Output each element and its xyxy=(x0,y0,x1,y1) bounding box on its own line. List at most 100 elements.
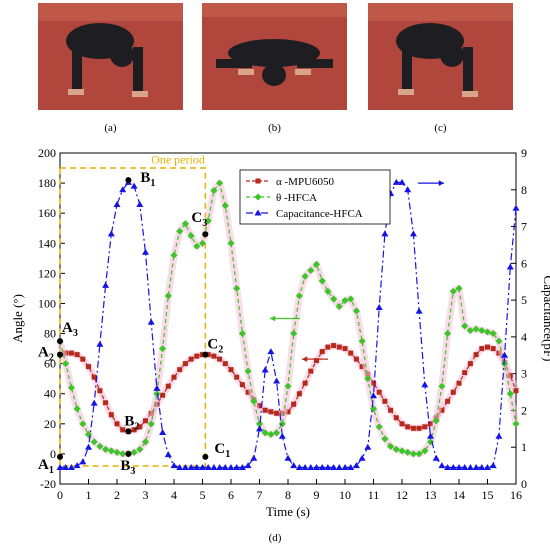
alpha-point xyxy=(182,361,188,367)
x-axis-label: Time (s) xyxy=(266,504,310,519)
alpha-point xyxy=(262,407,268,413)
capacitance-point xyxy=(489,462,497,469)
theta-point xyxy=(347,295,355,303)
theta-point xyxy=(113,448,121,456)
theta-point xyxy=(227,239,235,247)
x-tick-label: 7 xyxy=(257,488,263,502)
theta-point xyxy=(238,330,246,338)
y-right-tick-label: 7 xyxy=(521,220,527,234)
x-tick-label: 16 xyxy=(510,488,522,502)
capacitance-point xyxy=(102,281,110,288)
alpha-point xyxy=(120,427,126,433)
capacitance-point xyxy=(56,463,64,470)
capacitance-point xyxy=(67,463,75,470)
theta-point xyxy=(432,417,440,425)
capacitance-point xyxy=(256,425,263,432)
y-right-tick-label: 6 xyxy=(521,256,527,270)
theta-point xyxy=(324,287,332,295)
capacitance-point xyxy=(170,462,178,469)
y-left-tick-label: 120 xyxy=(38,266,56,280)
y-left-tick-label: 80 xyxy=(44,327,56,341)
y-left-tick-label: 40 xyxy=(44,387,56,401)
photo-panel-b xyxy=(202,3,347,110)
capacitance-point xyxy=(370,392,377,399)
legend-label: θ -HFCA xyxy=(276,192,317,204)
capacitance-point xyxy=(210,463,218,470)
legend-marker xyxy=(254,209,262,216)
theta-point xyxy=(79,420,87,428)
alpha-point xyxy=(160,392,166,398)
theta-point xyxy=(221,202,229,210)
alpha-point xyxy=(331,343,337,349)
theta-point xyxy=(216,179,224,187)
alpha-point xyxy=(211,353,217,359)
capacitance-point xyxy=(404,186,412,193)
point-a1-dot xyxy=(57,453,63,460)
capacitance-point xyxy=(506,263,514,270)
capacitance-point xyxy=(278,432,286,439)
legend-label: Capacitance-HFCA xyxy=(276,208,363,220)
alpha-point xyxy=(86,364,91,370)
capacitance-point xyxy=(501,351,509,358)
theta-point xyxy=(187,232,195,240)
point-b3-label: B3 xyxy=(120,458,135,477)
theta-point xyxy=(307,266,315,274)
capacitance-point xyxy=(181,463,189,470)
capacitance-point xyxy=(415,307,423,314)
caption-a: (a) xyxy=(104,122,117,134)
alpha-point xyxy=(217,356,223,362)
theta-point xyxy=(512,420,520,428)
theta-point xyxy=(261,429,269,437)
legend-label: α -MPU6050 xyxy=(276,176,335,188)
capacitance-point xyxy=(204,463,212,470)
alpha-point xyxy=(319,349,325,355)
point-c3-label: C3 xyxy=(191,210,207,229)
capacitance-point xyxy=(153,384,161,391)
alpha-point xyxy=(285,409,291,415)
theta-point xyxy=(176,227,184,235)
capacitance-point xyxy=(284,454,292,461)
alpha-point xyxy=(194,353,200,359)
theta-point xyxy=(330,295,338,303)
point-b1-label: B1 xyxy=(140,170,155,189)
theta-point xyxy=(67,384,75,392)
theta-point xyxy=(142,438,149,446)
x-tick-label: 9 xyxy=(314,488,320,502)
alpha-point xyxy=(165,383,171,389)
alpha-point xyxy=(188,356,194,362)
alpha-point xyxy=(239,382,245,388)
y-left-tick-label: 200 xyxy=(38,146,56,160)
y-right-tick-label: 8 xyxy=(521,183,527,197)
capacitance-point xyxy=(250,454,258,461)
theta-point xyxy=(73,405,81,413)
photo-panel-c xyxy=(368,3,513,110)
one-period-box xyxy=(59,167,207,467)
capacitance-point xyxy=(438,462,446,469)
capacitance-point xyxy=(295,463,303,470)
capacitance-point xyxy=(358,454,366,461)
capacitance-point xyxy=(427,432,434,439)
alpha-point xyxy=(439,407,445,413)
capacitance-point xyxy=(335,463,343,470)
theta-point xyxy=(421,447,429,455)
alpha-point xyxy=(245,389,251,395)
alpha-point xyxy=(353,356,359,362)
x-tick-label: 14 xyxy=(453,488,465,502)
alpha-axis-arrow-head xyxy=(302,356,308,362)
theta-point xyxy=(273,429,281,437)
alpha-point xyxy=(296,391,302,397)
theta-point xyxy=(444,330,452,338)
theta-point xyxy=(181,220,189,228)
alpha-point xyxy=(416,425,422,431)
theta-point xyxy=(495,337,503,345)
alpha-point xyxy=(302,380,308,386)
alpha-point xyxy=(314,358,319,364)
capacitance-point xyxy=(484,463,491,470)
point-c2-dot xyxy=(202,351,209,358)
capacitance-point xyxy=(90,399,98,406)
theta-point xyxy=(170,251,178,259)
theta-point xyxy=(290,330,298,338)
alpha-point xyxy=(388,407,394,413)
capacitance-point xyxy=(432,454,440,461)
alpha-point xyxy=(342,346,348,352)
